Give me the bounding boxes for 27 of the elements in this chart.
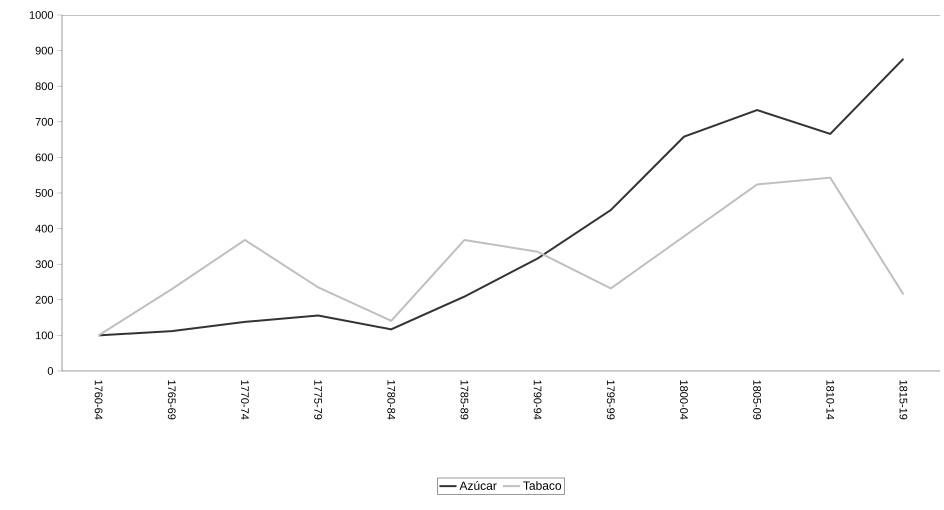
x-tick-label: 1770-74 — [241, 380, 249, 420]
y-tick-label: 200 — [36, 296, 54, 304]
y-tick-label: 600 — [36, 154, 54, 162]
x-tick-label: 1805-09 — [753, 380, 761, 420]
x-tick-label: 1810-14 — [826, 380, 834, 420]
x-tick-label: 1780-84 — [387, 380, 396, 420]
x-tick-label: 1775-79 — [314, 380, 322, 420]
x-tick-label: 1760-64 — [94, 380, 102, 420]
y-tick-label: 900 — [36, 46, 54, 54]
y-tick-label: 1000 — [30, 11, 54, 19]
y-tick-label: 0 — [48, 367, 54, 375]
x-tick-label: 1795-99 — [606, 380, 615, 420]
line-series — [98, 176, 904, 336]
x-tick-label: 1790-94 — [534, 380, 542, 420]
y-tick-label: 500 — [36, 189, 54, 197]
y-tick-label: 400 — [35, 224, 54, 232]
legend-label: Azúcar — [460, 481, 497, 490]
line-series — [98, 58, 904, 336]
y-tick-label: 800 — [36, 82, 54, 90]
x-tick-label: 1765-69 — [168, 380, 176, 420]
legend-label: Tabaco — [523, 481, 562, 490]
y-tick-label: 700 — [36, 118, 54, 126]
x-tick-label: 1815-19 — [900, 380, 908, 420]
x-tick-label: 1800-04 — [680, 380, 688, 420]
y-tick-label: 100 — [36, 332, 54, 340]
y-tick-label: 300 — [36, 260, 54, 268]
x-tick-label: 1785-89 — [460, 380, 468, 420]
